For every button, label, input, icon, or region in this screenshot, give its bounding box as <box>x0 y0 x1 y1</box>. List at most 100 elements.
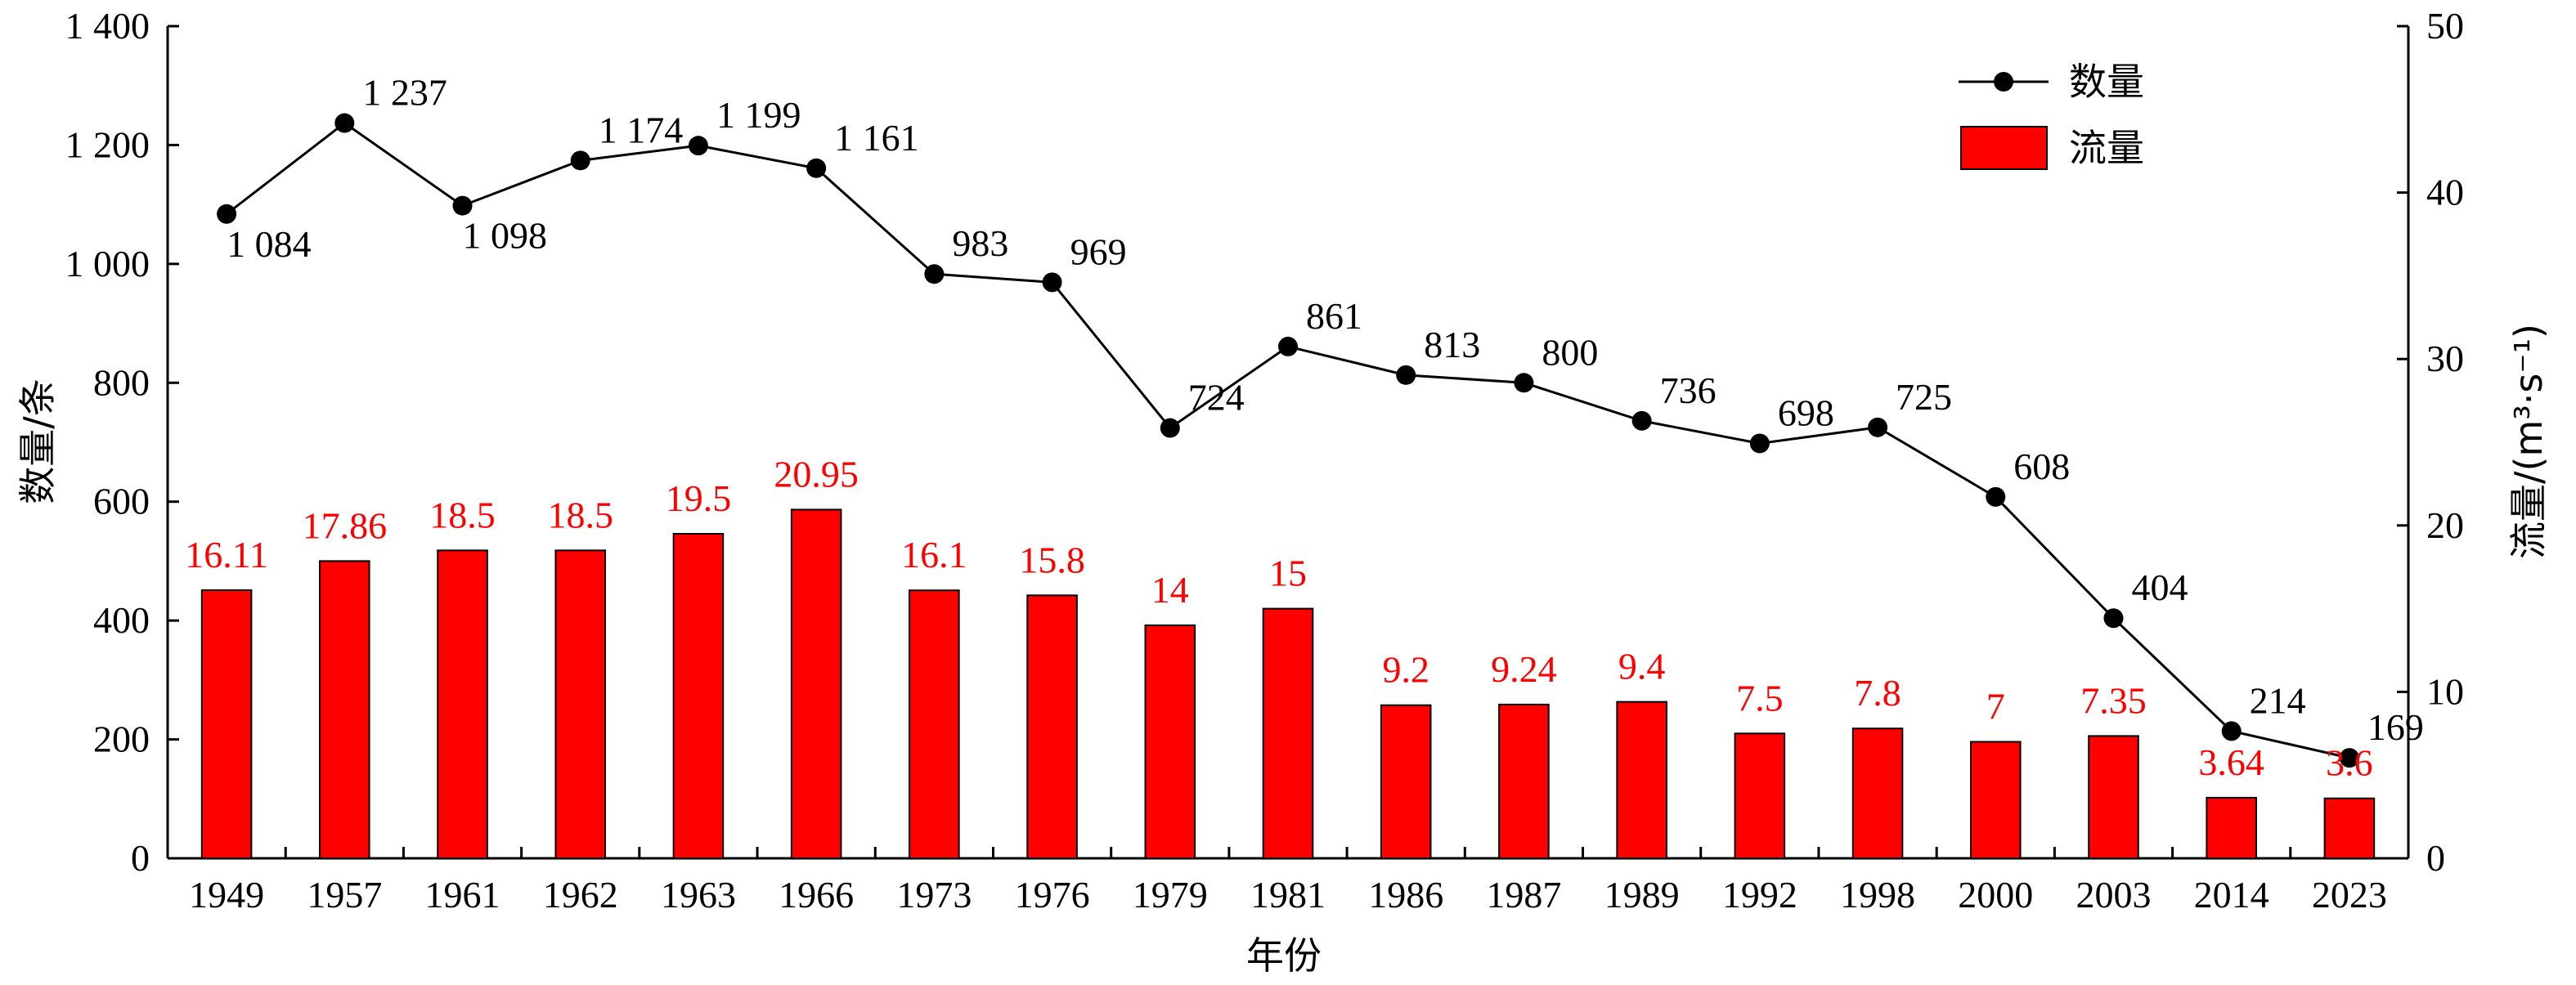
line-value-label: 1 199 <box>716 94 801 136</box>
x-tick-label: 2023 <box>2312 874 2387 916</box>
data-labels: 16.11 17.86 18.5 18.5 19.5 20.95 16.1 15.8 14 15 9… <box>185 72 2424 784</box>
line-value-label: 698 <box>1778 392 1834 433</box>
line-point <box>688 136 708 156</box>
x-tick-label: 2000 <box>1958 874 2033 916</box>
line-point <box>1631 410 1652 431</box>
x-tick-label: 1979 <box>1133 874 1208 916</box>
bar <box>437 549 488 860</box>
line-value-label: 169 <box>2367 706 2424 748</box>
line-value-label: 1 084 <box>227 223 312 265</box>
line-point <box>1868 417 1888 437</box>
left-y-tick-label: 1 200 <box>65 123 150 165</box>
line-value-label: 214 <box>2250 679 2306 721</box>
line-value-label: 1 237 <box>362 72 447 114</box>
left-y-tick-label: 200 <box>93 719 150 760</box>
line-value-label: 724 <box>1188 377 1245 419</box>
line-point <box>217 204 237 224</box>
bar <box>1616 701 1667 860</box>
line-value-label: 608 <box>2013 445 2070 487</box>
right-y-tick-label: 10 <box>2426 670 2464 712</box>
bar <box>554 549 607 860</box>
left-y-tick-label: 0 <box>131 837 150 879</box>
line-point <box>1278 336 1298 356</box>
x-tick-label: 2003 <box>2076 874 2151 916</box>
bar <box>2206 796 2257 859</box>
x-axis-title: 年份 <box>1246 934 1322 978</box>
left-y-tick-label: 1 400 <box>65 5 150 47</box>
legend-line-marker <box>1994 72 2013 92</box>
legend-label-count: 数量 <box>2069 60 2144 104</box>
legend-label-flow: 流量 <box>2069 126 2144 170</box>
line-point <box>2339 748 2359 768</box>
x-tick-label: 1962 <box>543 874 618 916</box>
line-value-label: 1 174 <box>599 109 684 150</box>
line-point <box>1042 272 1062 293</box>
bar <box>909 589 960 859</box>
bar <box>1851 728 1904 860</box>
bar-value-label: 7.8 <box>1854 672 1901 714</box>
bar-value-label: 9.24 <box>1491 648 1557 690</box>
bar <box>1380 704 1432 859</box>
line-value-label: 800 <box>1542 331 1598 373</box>
x-tick-label: 1949 <box>189 874 264 916</box>
left-y-tick-label: 400 <box>93 599 150 641</box>
y-axis-title-left: 数量/条 <box>16 378 60 504</box>
x-tick-label: 1966 <box>779 874 854 916</box>
line-value-label: 736 <box>1660 369 1717 411</box>
bar-series <box>200 508 2376 860</box>
x-tick-label: 1961 <box>425 874 500 916</box>
line-value-label: 1 161 <box>834 117 919 159</box>
right-y-tick-label: 0 <box>2426 837 2445 879</box>
line-point <box>452 195 473 216</box>
bar-value-label: 20.95 <box>774 453 859 495</box>
x-tick-label: 1976 <box>1015 874 1090 916</box>
bar-value-label: 3.6 <box>2326 742 2373 784</box>
x-tick-label: 1963 <box>661 874 736 916</box>
bar <box>790 508 842 859</box>
bar <box>1144 624 1196 860</box>
x-tick-label: 1986 <box>1368 874 1443 916</box>
bar <box>1026 594 1078 859</box>
left-y-tick-label: 600 <box>93 481 150 522</box>
bar-value-label: 16.1 <box>901 534 967 575</box>
line-point <box>1160 418 1180 438</box>
bar-value-label: 18.5 <box>547 494 613 535</box>
line-point <box>2103 608 2124 629</box>
x-tick-label: 1973 <box>896 874 972 916</box>
line-series <box>217 113 2359 768</box>
bar <box>1734 732 1786 859</box>
x-tick-label: 1998 <box>1840 874 1915 916</box>
bar-value-label: 19.5 <box>666 477 732 519</box>
line-point <box>924 264 945 284</box>
bar-value-label: 17.86 <box>303 504 388 546</box>
x-tick-label: 1987 <box>1486 874 1561 916</box>
right-y-tick-label: 50 <box>2426 5 2464 47</box>
bar <box>2323 797 2376 859</box>
right-y-tick-label: 30 <box>2426 338 2464 379</box>
legend: 数量 流量 <box>1959 60 2144 170</box>
x-tick-label: 1981 <box>1250 874 1326 916</box>
bar <box>319 560 370 860</box>
line-value-label: 983 <box>952 222 1008 264</box>
x-tick-label: 1957 <box>307 874 382 916</box>
line-point <box>570 150 590 171</box>
bar-value-label: 9.4 <box>1618 646 1666 687</box>
line-value-label: 725 <box>1896 376 1952 418</box>
bar-value-label: 7.35 <box>2080 679 2147 721</box>
line-point <box>1986 486 2006 507</box>
line-point <box>1749 433 1770 454</box>
bar-value-label: 3.64 <box>2198 741 2264 783</box>
bar <box>1262 607 1314 859</box>
line-value-label: 861 <box>1306 295 1362 337</box>
line-point <box>806 158 827 178</box>
line-value-label: 404 <box>2131 566 2188 608</box>
line-value-label: 969 <box>1070 231 1127 272</box>
x-tick-label: 2014 <box>2194 874 2269 916</box>
bar <box>1969 741 2022 859</box>
line-value-label: 813 <box>1424 324 1480 365</box>
legend-bar-swatch <box>1960 126 2048 170</box>
bar-value-label: 15 <box>1269 553 1307 594</box>
bar <box>200 589 253 860</box>
